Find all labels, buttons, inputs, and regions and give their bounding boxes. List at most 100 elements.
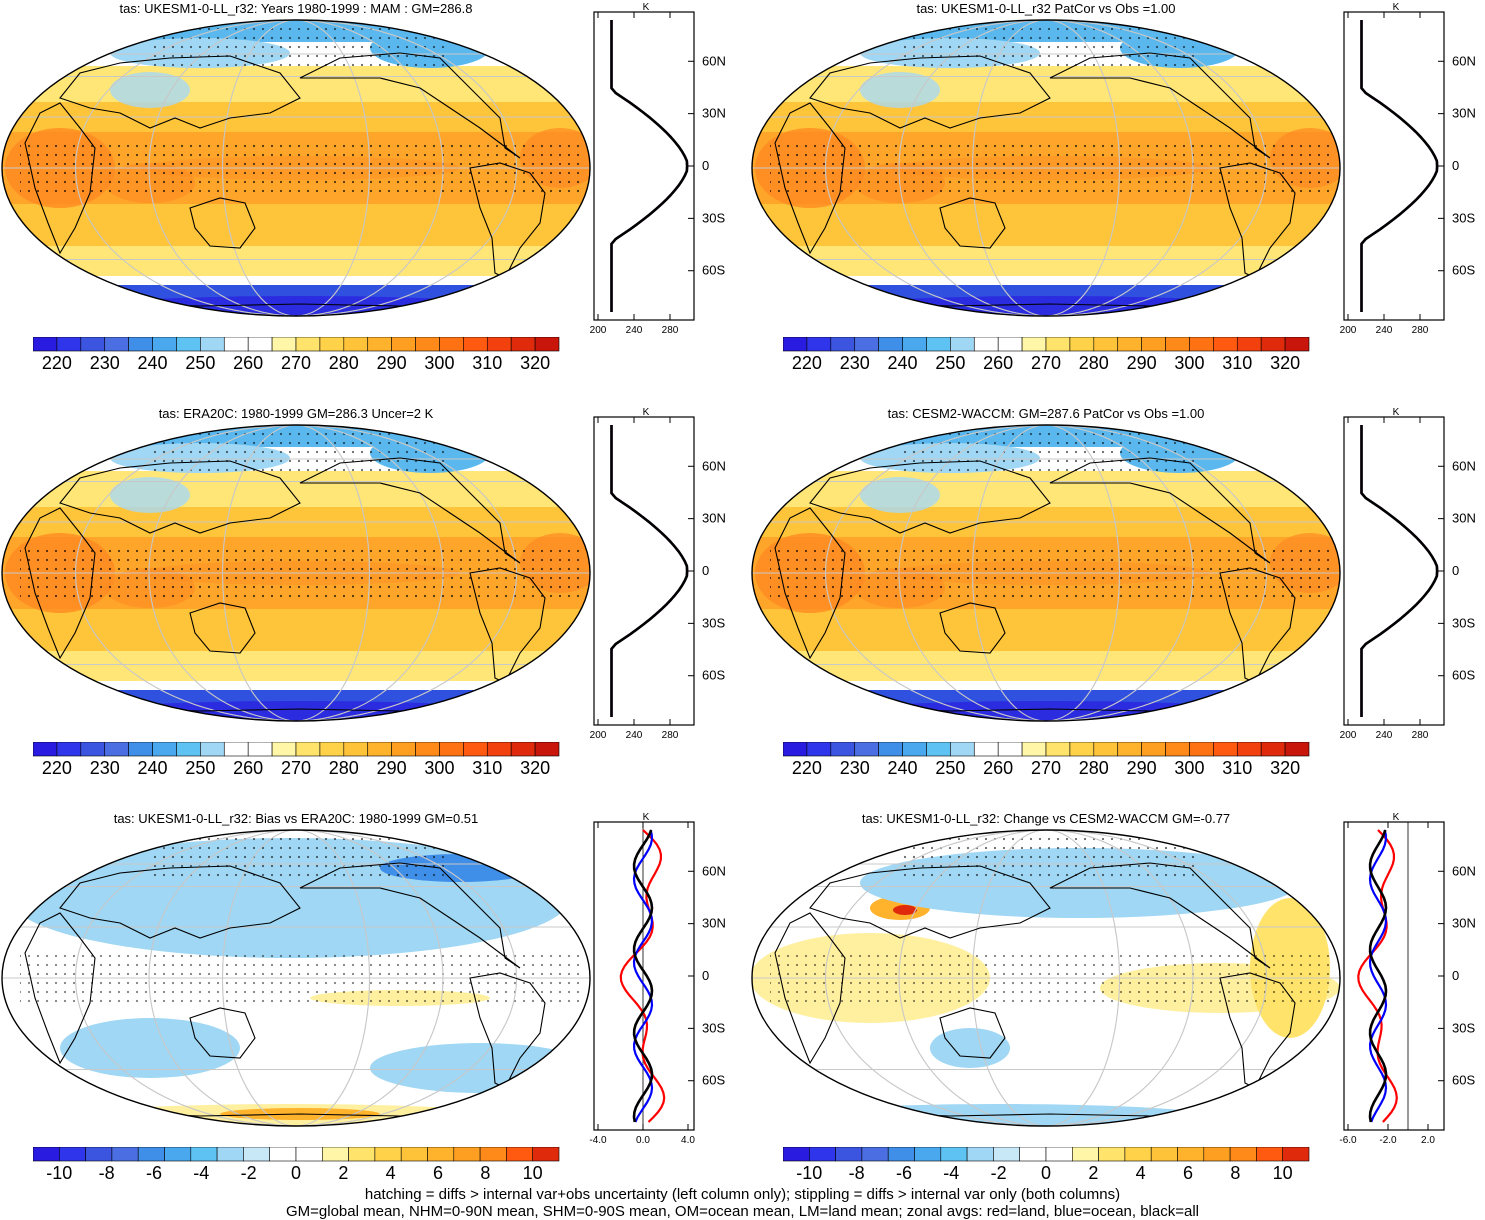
zonal-lat-label: 0 <box>1452 158 1459 173</box>
colorbar-swatch <box>878 742 903 757</box>
colorbar-swatch <box>104 337 129 352</box>
colorbar-swatch <box>1069 742 1095 757</box>
zonal-lat-label: 60S <box>1452 1073 1475 1088</box>
colorbar-swatch <box>1019 1147 1047 1162</box>
zonal-mean-plot: K -4.0 0.0 4.0 60N 30N 0 30S 60S <box>589 812 725 1146</box>
colorbar-swatch <box>1045 1147 1073 1162</box>
zonal-axes <box>1343 416 1445 726</box>
colorbar-swatch <box>463 337 488 352</box>
map-absolute <box>751 19 1341 317</box>
colorbar-swatch <box>367 337 392 352</box>
colorbar-swatch <box>33 337 58 352</box>
zonal-lat-label: 30N <box>1452 916 1476 931</box>
zonal-lat-label: 30S <box>702 1020 725 1035</box>
colorbar-swatch <box>137 1147 165 1162</box>
map-border <box>751 829 1341 1127</box>
colorbar-swatch <box>453 1147 481 1162</box>
colorbar-label: 320 <box>520 353 550 373</box>
colorbar-swatch <box>80 742 106 757</box>
colorbar-label: 300 <box>1174 758 1204 778</box>
map-absolute <box>751 424 1341 722</box>
colorbar-label: 310 <box>472 758 502 778</box>
zonal-x-tick-label: 240 <box>626 730 643 741</box>
colorbar-label: 8 <box>1230 1163 1240 1183</box>
zonal-series-ocean <box>1360 425 1439 717</box>
colorbar-swatch <box>58 1147 86 1162</box>
zonal-series-all <box>1360 425 1439 717</box>
zonal-x-tick-label: 280 <box>662 325 679 336</box>
colorbar-label: 310 <box>1222 353 1252 373</box>
colorbar-label: 290 <box>1127 758 1157 778</box>
colorbar-swatch <box>200 337 225 352</box>
zonal-x-tick-label: 200 <box>1340 730 1357 741</box>
colorbar-label: 240 <box>888 758 918 778</box>
colorbar-swatch <box>479 1147 507 1162</box>
colorbar-label: -2 <box>241 1163 257 1183</box>
colorbar-swatch <box>835 1147 863 1162</box>
zonal-series-all <box>632 829 654 1123</box>
colorbar-label: -8 <box>99 1163 115 1183</box>
colorbar-label: 240 <box>888 353 918 373</box>
colorbar-swatch <box>486 742 512 757</box>
zonal-x-tick-label: -4.0 <box>589 1135 607 1146</box>
zonal-series-ocean <box>632 829 654 1123</box>
colorbar-label: 320 <box>1270 353 1300 373</box>
colorbar-swatch <box>854 742 879 757</box>
colorbar-swatch <box>33 742 58 757</box>
colorbar-swatch <box>111 1147 139 1162</box>
colorbar-label: 270 <box>281 758 311 778</box>
colorbar-label: 230 <box>90 758 120 778</box>
zonal-series-land <box>619 829 666 1123</box>
colorbar-label: 260 <box>983 353 1013 373</box>
colorbar-label: 2 <box>1088 1163 1098 1183</box>
map-diff <box>751 829 1341 1127</box>
colorbar-swatch <box>510 337 536 352</box>
zonal-lat-label: 0 <box>1452 563 1459 578</box>
colorbar-swatch <box>374 1147 402 1162</box>
colorbar-label: 320 <box>1270 758 1300 778</box>
zonal-series-ocean <box>1368 829 1388 1123</box>
colorbar-swatch <box>463 742 488 757</box>
colorbar-swatch <box>902 337 927 352</box>
colorbar-swatch <box>223 742 249 757</box>
zonal-x-tick-label: 4.0 <box>681 1135 695 1146</box>
colorbar-swatch <box>534 337 560 352</box>
colorbar-swatch <box>806 742 832 757</box>
colorbar-swatch <box>1213 337 1238 352</box>
zonal-series-all <box>610 425 689 717</box>
colorbar-label: 290 <box>1127 353 1157 373</box>
zonal-lat-label: 60S <box>702 263 725 278</box>
colorbar-label: 230 <box>840 758 870 778</box>
colorbar-swatch <box>243 1147 270 1162</box>
colorbar-swatch <box>887 1147 915 1162</box>
zonal-mean-plot: K 200 240 280 60N 30N 0 30S 60S <box>590 2 726 336</box>
zonal-x-tick-label: 2.0 <box>1421 1135 1435 1146</box>
zonal-lat-label: 0 <box>702 968 709 983</box>
zonal-unit-label: K <box>643 407 650 418</box>
colorbar-swatch <box>506 1147 533 1162</box>
zonal-series-ocean <box>1360 20 1439 312</box>
colorbar-label: 230 <box>90 353 120 373</box>
colorbar-swatch <box>152 742 177 757</box>
colorbar-label: 240 <box>138 758 168 778</box>
colorbar-label: 260 <box>233 353 263 373</box>
colorbar-swatch <box>56 742 82 757</box>
map-border <box>1 829 591 1127</box>
zonal-mean-plot: K 200 240 280 60N 30N 0 30S 60S <box>1340 2 1476 336</box>
colorbar-label: 290 <box>377 758 407 778</box>
colorbar: 220 230 240 250 260 270 280 290 300 310 320 <box>33 742 560 778</box>
zonal-unit-label: K <box>643 2 650 13</box>
colorbar-swatch <box>993 1147 1020 1162</box>
colorbar-label: 280 <box>1079 353 1109 373</box>
colorbar-swatch <box>808 1147 836 1162</box>
zonal-series-all <box>1368 829 1388 1123</box>
colorbar-swatch <box>973 337 999 352</box>
zonal-lat-label: 30S <box>702 615 725 630</box>
zonal-x-tick-label: 240 <box>1376 730 1393 741</box>
colorbar: 220 230 240 250 260 270 280 290 300 310 320 <box>783 337 1310 373</box>
zonal-lat-label: 60N <box>1452 863 1476 878</box>
colorbar-label: 280 <box>329 758 359 778</box>
colorbar-swatch <box>33 1147 60 1162</box>
zonal-axes <box>593 821 695 1131</box>
colorbar-label: 4 <box>386 1163 396 1183</box>
